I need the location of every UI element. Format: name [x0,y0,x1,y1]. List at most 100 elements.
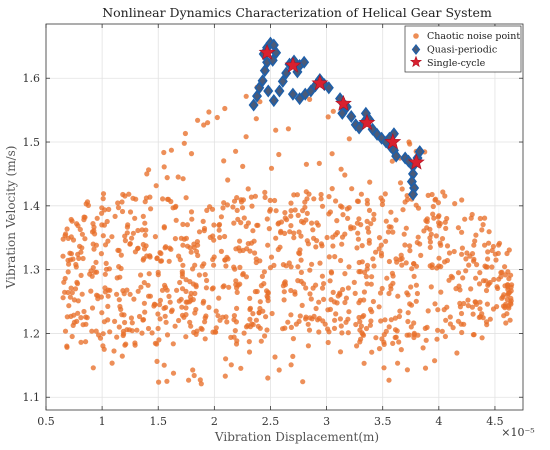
chaotic-noise-point [316,329,322,335]
chaotic-noise-point [380,198,386,204]
chaotic-noise-point [288,312,294,318]
single-cycle-series [258,43,425,170]
legend-marker-quasi [411,44,421,55]
chaotic-noise-point [413,282,419,288]
chaotic-noise-point [60,295,66,301]
chaotic-noise-point [340,286,346,293]
chaotic-noise-point [255,222,261,228]
chaotic-noise-point [307,267,313,273]
chaotic-noise-point [429,262,435,268]
chaotic-noise-point [180,262,186,268]
chaotic-noise-point [381,339,387,345]
quasi-periodic-point [251,89,263,103]
single-cycle-point [358,114,376,131]
chaotic-noise-point [440,189,446,195]
chaotic-noise-point [403,260,409,266]
chaotic-noise-point [245,186,251,192]
chaotic-noise-point [99,222,105,228]
chaotic-noise-point [143,227,149,233]
chaotic-noise-point [450,325,456,331]
x-tick-label: 3.5 [374,415,392,428]
chaotic-noise-point [183,195,189,201]
chaotic-noise-point [220,284,226,290]
chaotic-noise-point [114,291,120,297]
x-tick-label: 4.5 [486,415,504,428]
chaotic-noise-point [364,201,370,207]
chaotic-noise-point [384,275,390,281]
chaotic-noise-point [369,309,375,315]
chaotic-noise-point [127,291,133,297]
chaotic-noise-point [216,295,222,301]
chaotic-noise-point [392,315,398,321]
chaotic-noise-point [477,270,483,276]
chaotic-noise-point [415,205,422,211]
chaotic-noise-point [201,122,207,128]
chaotic-noise-point [224,254,230,260]
chaotic-noise-point [408,284,414,290]
chaotic-noise-point [239,205,246,211]
chaotic-noise-point [432,358,438,364]
chaotic-noise-point [356,314,362,321]
chaotic-noise-point [358,191,364,197]
chaotic-noise-point [71,312,77,318]
chaotic-noise-point [330,108,336,114]
chaotic-noise-point [144,171,150,177]
chaotic-noise-point [129,328,135,334]
chaotic-noise-point [427,244,433,250]
chaotic-noise-point [367,179,373,185]
chaotic-noise-point [142,199,148,205]
chaotic-noise-point [193,248,200,255]
chaotic-noise-point [297,247,303,253]
chaotic-noise-point [103,266,110,272]
chaotic-noise-point [98,251,104,257]
chaotic-noise-point [428,284,434,290]
chaotic-noise-point [308,296,314,302]
chaotic-noise-point [205,120,211,126]
chaotic-noise-point [413,298,419,304]
chaotic-noise-point [139,227,145,233]
chaotic-noise-point [379,285,385,292]
chaotic-noise-point [405,318,411,325]
chaotic-noise-point [68,234,74,240]
chaotic-noise-point [140,213,146,219]
chaotic-noise-point [99,310,105,316]
chaotic-noise-point [446,277,452,283]
chaotic-noise-point [100,191,107,197]
chaotic-noise-point [164,378,170,384]
chaotic-noise-point [209,206,216,212]
chaotic-noise-point [471,332,477,338]
chaotic-noise-point [179,271,185,277]
chaotic-noise-point [388,286,394,292]
chaotic-noise-point [102,289,108,295]
chaotic-noise-point [122,319,128,326]
chaotic-noise-point [216,221,223,228]
chaotic-noise-point [187,245,193,251]
chaotic-noise-point [329,186,335,192]
chaotic-noise-point [342,271,348,277]
chaotic-noise-point [491,276,497,283]
chaotic-noise-point [167,299,173,305]
chaotic-noise-point [278,219,285,225]
chaotic-noise-point [135,227,141,234]
chaotic-noise-point [152,234,158,240]
chaotic-noise-point [122,238,128,244]
chaotic-noise-point [393,217,399,223]
chaotic-noise-point [494,284,500,290]
chaotic-noise-point [342,299,348,306]
chaotic-noise-point [142,220,148,226]
chaotic-noise-point [438,289,444,295]
chaotic-noise-point [282,210,288,216]
chaotic-noise-point [382,317,388,323]
chaotic-noise-point [139,330,145,336]
axis-ticks: 0.5 1 1.5 2 2.5 3 3.5 4 4.5 1.1 1.2 1.3 1.4 1.5 1.6 [23,24,523,428]
chaotic-noise-point [82,236,88,242]
chaotic-noise-point [147,194,153,200]
chaotic-noise-point [131,296,137,302]
chaotic-noise-point [261,269,267,275]
chaotic-noise-point [105,303,111,309]
chaotic-noise-point [487,279,493,286]
chaotic-noise-point [218,214,224,220]
chaotic-noise-point [267,206,273,213]
chaotic-noise-point [99,210,105,216]
chaotic-noise-point [430,203,436,210]
